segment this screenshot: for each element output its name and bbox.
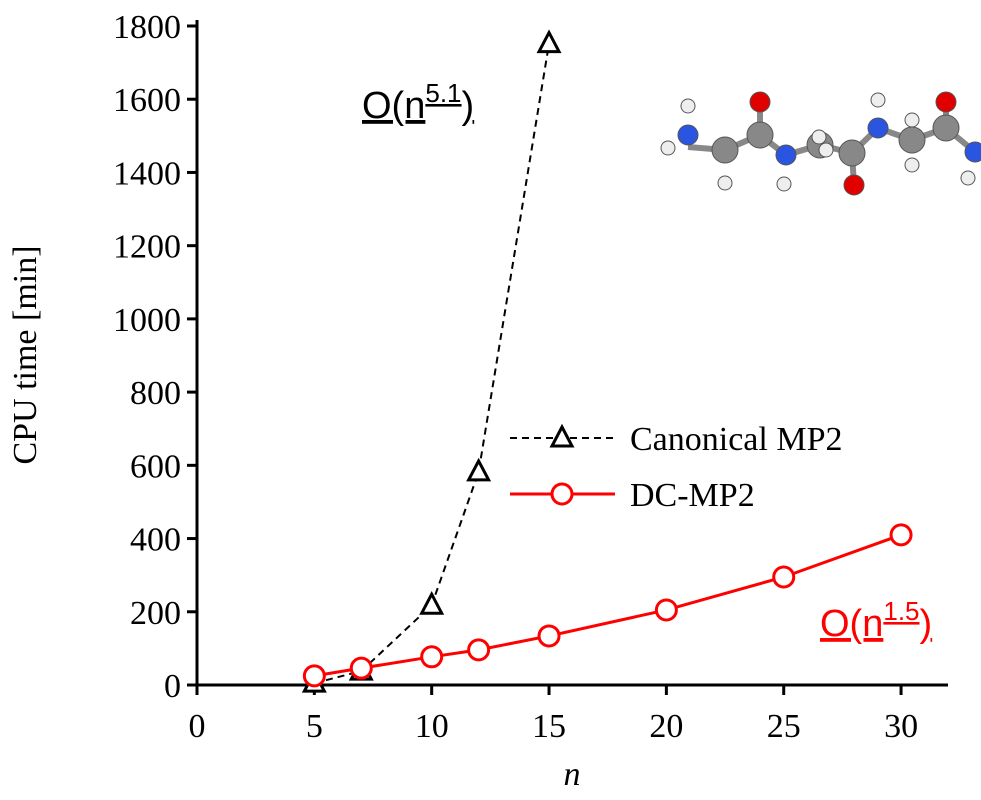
marker [552, 427, 572, 446]
y-tick-label: 1800 [113, 9, 181, 46]
annotation: O(n1.5) [820, 596, 932, 645]
x-tick-label: 15 [532, 708, 566, 745]
marker [539, 626, 559, 646]
x-axis-label: n [564, 756, 581, 793]
x-tick-label: 25 [767, 708, 801, 745]
atoms [661, 92, 981, 195]
y-axis-label: CPU time [min] [7, 245, 44, 464]
x-tick-label: 5 [306, 708, 323, 745]
chart: CPU time [min] n 02004006008001000120014… [0, 0, 981, 800]
annotation-base: O(n [820, 603, 883, 645]
annotation-close: ) [920, 603, 933, 645]
marker [469, 461, 489, 480]
y-tick-label: 1200 [113, 229, 181, 266]
y-tick-label: 1600 [113, 82, 181, 119]
y-tick-label: 600 [130, 448, 181, 485]
marker [351, 658, 371, 678]
y-tick-label: 800 [130, 375, 181, 412]
y-tick-label: 1400 [113, 155, 181, 192]
x-tick-label: 30 [884, 708, 918, 745]
y-tick-label: 1000 [113, 302, 181, 339]
legend-label: Canonical MP2 [630, 421, 842, 458]
x-tick-label: 10 [415, 708, 449, 745]
y-tick-label: 200 [130, 595, 181, 632]
annotation-exponent: 5.1 [425, 78, 461, 108]
y-tick-label: 400 [130, 522, 181, 559]
marker [422, 594, 442, 613]
annotation-close: ) [462, 85, 475, 127]
marker [469, 640, 489, 660]
annotation-exponent: 1.5 [883, 596, 919, 626]
marker [539, 33, 559, 52]
marker [552, 484, 572, 504]
x-tick-label: 0 [189, 708, 206, 745]
marker [304, 666, 324, 686]
line [314, 44, 549, 684]
x-tick-label: 20 [649, 708, 683, 745]
marker [891, 525, 911, 545]
annotation-base: O(n [362, 85, 425, 127]
marker [774, 567, 794, 587]
marker [656, 600, 676, 620]
annotation: O(n5.1) [362, 78, 474, 127]
line [314, 535, 901, 676]
legend-label: DC-MP2 [630, 477, 755, 514]
marker [422, 647, 442, 667]
y-tick-label: 0 [164, 668, 181, 705]
